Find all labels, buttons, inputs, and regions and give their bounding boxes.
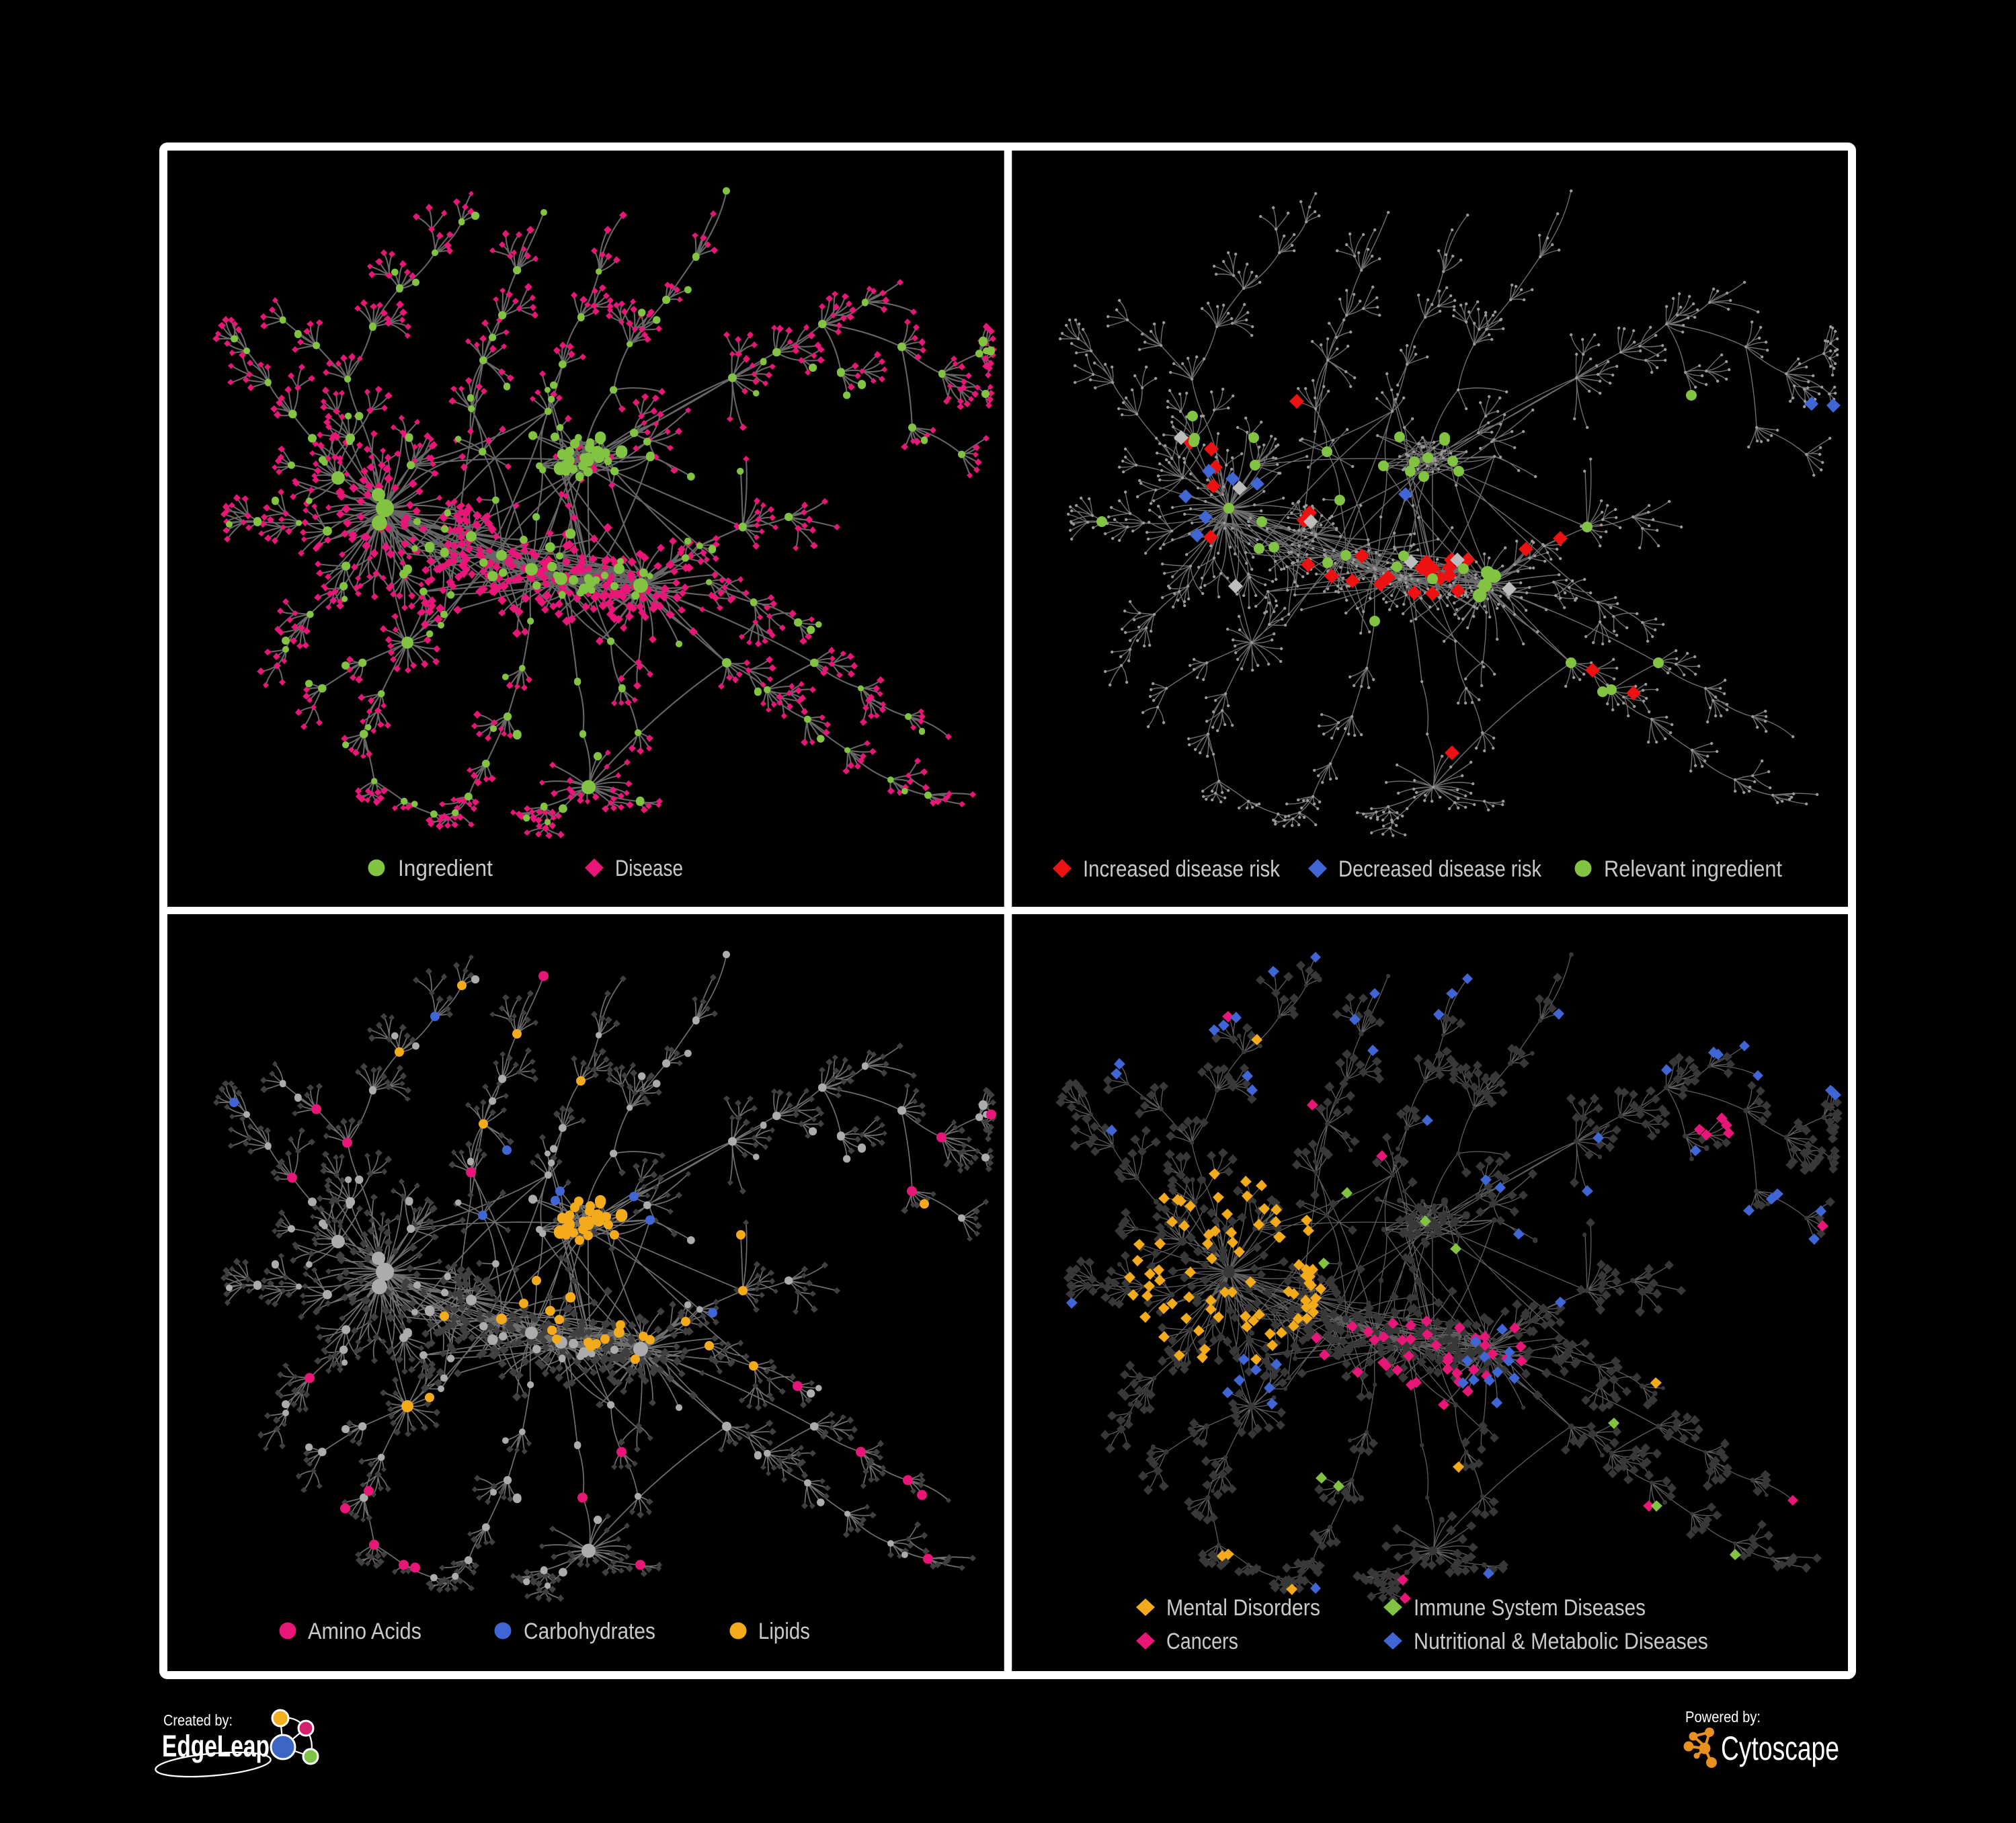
svg-text:Lipids: Lipids (758, 1619, 810, 1644)
svg-text:Increased disease risk: Increased disease risk (1083, 856, 1281, 882)
svg-text:Cytoscape: Cytoscape (1721, 1730, 1839, 1767)
svg-text:Disease: Disease (615, 856, 683, 881)
svg-text:Immune System Diseases: Immune System Diseases (1414, 1595, 1646, 1621)
svg-text:Created by:: Created by: (163, 1711, 233, 1729)
svg-text:Decreased disease risk: Decreased disease risk (1338, 856, 1542, 882)
svg-text:Mental Disorders: Mental Disorders (1166, 1595, 1320, 1621)
svg-text:Amino Acids: Amino Acids (308, 1619, 421, 1644)
svg-text:Ingredient: Ingredient (398, 856, 493, 881)
svg-text:Cancers: Cancers (1166, 1629, 1238, 1654)
svg-text:Nutritional & Metabolic Diseas: Nutritional & Metabolic Diseases (1414, 1629, 1708, 1654)
svg-text:Carbohydrates: Carbohydrates (524, 1619, 655, 1644)
svg-text:Relevant ingredient: Relevant ingredient (1604, 856, 1783, 882)
svg-text:Powered by:: Powered by: (1685, 1708, 1761, 1726)
